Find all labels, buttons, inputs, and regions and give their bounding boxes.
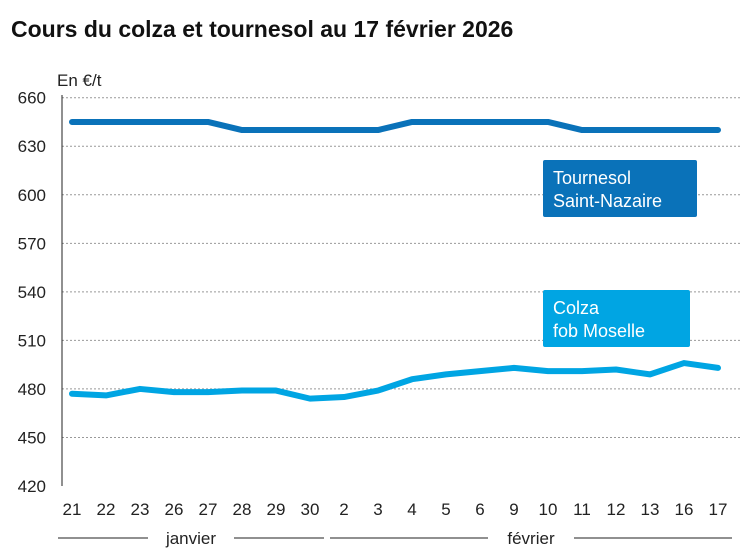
series-label-box bbox=[543, 290, 690, 347]
x-tick-label: 23 bbox=[131, 500, 150, 519]
y-axis-unit: En €/t bbox=[57, 71, 102, 90]
series-line bbox=[69, 118, 721, 134]
x-tick-label: 29 bbox=[267, 500, 286, 519]
x-tick-label: 26 bbox=[165, 500, 184, 519]
x-tick-label: 9 bbox=[509, 500, 518, 519]
y-tick-label: 450 bbox=[18, 428, 46, 447]
y-tick-label: 630 bbox=[18, 137, 46, 156]
x-tick-label: 11 bbox=[573, 500, 591, 519]
month-label: janvier bbox=[165, 529, 216, 548]
x-tick-label: 6 bbox=[475, 500, 484, 519]
x-tick-label: 27 bbox=[199, 500, 218, 519]
x-tick-label: 2 bbox=[339, 500, 348, 519]
y-tick-label: 480 bbox=[18, 380, 46, 399]
x-tick-label: 22 bbox=[97, 500, 116, 519]
x-tick-label: 30 bbox=[301, 500, 320, 519]
y-tick-label: 570 bbox=[18, 234, 46, 253]
x-tick-label: 13 bbox=[641, 500, 660, 519]
y-tick-label: 420 bbox=[18, 477, 46, 496]
x-tick-label: 17 bbox=[709, 500, 728, 519]
y-tick-label: 510 bbox=[18, 331, 46, 350]
series-label: Colza bbox=[553, 298, 600, 318]
x-tick-label: 28 bbox=[233, 500, 252, 519]
y-tick-label: 600 bbox=[18, 186, 46, 205]
x-tick-label: 3 bbox=[373, 500, 382, 519]
x-tick-label: 4 bbox=[407, 500, 416, 519]
series-label: Tournesol bbox=[553, 168, 631, 188]
y-tick-label: 660 bbox=[18, 89, 46, 108]
series-label: Saint-Nazaire bbox=[553, 191, 662, 211]
x-tick-label: 12 bbox=[607, 500, 626, 519]
x-tick-label: 10 bbox=[539, 500, 558, 519]
x-tick-label: 5 bbox=[441, 500, 450, 519]
month-label: février bbox=[507, 529, 555, 548]
x-tick-label: 16 bbox=[675, 500, 694, 519]
series-label: fob Moselle bbox=[553, 321, 645, 341]
series-label-box bbox=[543, 160, 697, 217]
series-line bbox=[69, 360, 721, 402]
y-tick-label: 540 bbox=[18, 283, 46, 302]
x-tick-label: 21 bbox=[63, 500, 82, 519]
chart-title: Cours du colza et tournesol au 17 févrie… bbox=[11, 16, 514, 42]
